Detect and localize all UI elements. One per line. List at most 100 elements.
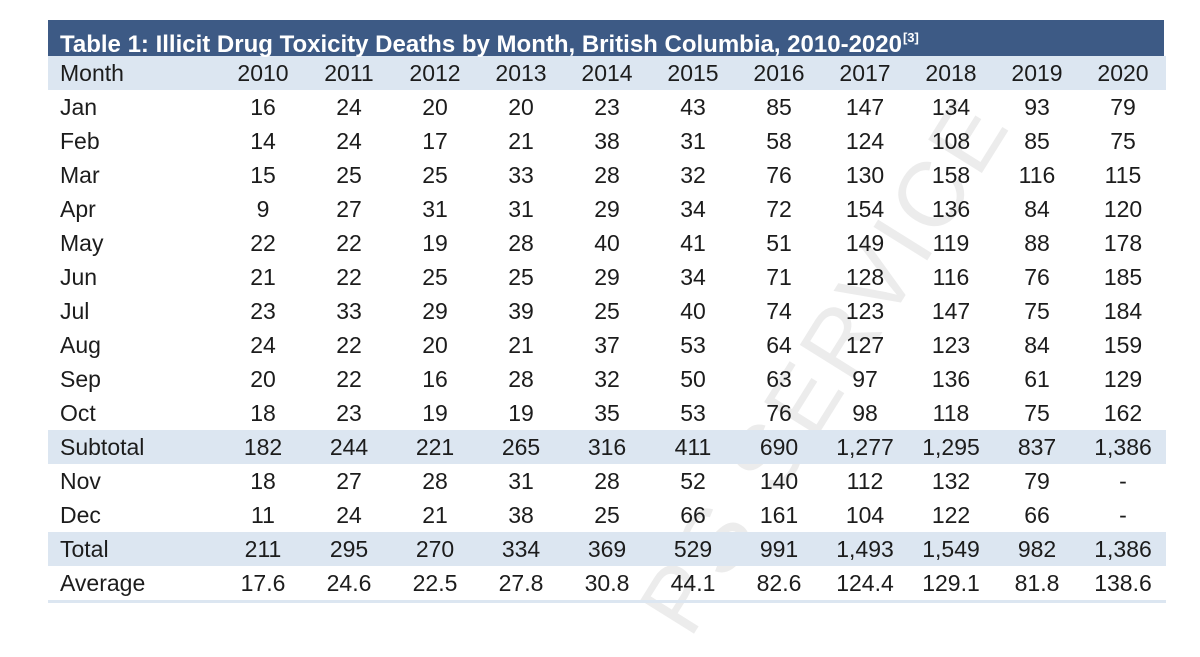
row-label: Jun (60, 263, 98, 290)
column-header-year: 2020 (1097, 59, 1149, 86)
table-cell: 411 (674, 433, 712, 460)
row-label: Aug (60, 331, 101, 358)
table-row: Nov 18 27 28 31 28 52 140 112 132 79 - (48, 464, 1166, 498)
table-cell: 1,295 (922, 433, 980, 460)
table-cell: 21 (250, 263, 276, 290)
table-cell: 51 (766, 229, 792, 256)
table-cell: 128 (845, 263, 885, 290)
citation-superscript: [3] (902, 30, 919, 45)
table-row: Jul 23 33 29 39 25 40 74 123 147 75 184 (48, 294, 1166, 328)
table-cell: 84 (1024, 195, 1050, 222)
table-cell: 27.8 (478, 566, 564, 603)
table-cell: 529 (673, 535, 713, 562)
table-cell: 24.6 (306, 566, 392, 603)
column-header-year: 2018 (925, 59, 977, 86)
table-cell: 118 (932, 399, 970, 426)
table-cell: 34 (680, 195, 706, 222)
table-row: Average 17.6 24.6 22.5 27.8 30.8 44.1 82.6 124.4… (48, 566, 1166, 603)
table-cell: 147 (931, 297, 971, 324)
table-cell: 123 (845, 297, 885, 324)
table-cell: 28 (508, 365, 534, 392)
table-cell: 127 (845, 331, 885, 358)
table-cell: 24 (250, 331, 276, 358)
table-cell: 16 (422, 365, 448, 392)
table-cell: 22 (336, 229, 362, 256)
table-cell: 44.1 (650, 566, 736, 603)
table-cell: 38 (594, 127, 620, 154)
row-label: Apr (60, 195, 96, 222)
table-cell: 136 (931, 195, 971, 222)
table-cell: 22 (336, 263, 362, 290)
table-cell: 19 (508, 399, 534, 426)
summary-row: Subtotal 182 244 221 265 316 411 690 1,277 1,295 8… (48, 430, 1166, 464)
table-cell: 17 (422, 127, 448, 154)
table-header-row: Month 2010 2011 2012 2013 2014 2015 2016 2017 201… (48, 56, 1166, 90)
table-cell: 211 (244, 535, 282, 562)
table-cell: 31 (422, 195, 448, 222)
table-cell: 76 (1024, 263, 1050, 290)
table-cell: 11 (251, 501, 275, 528)
table-cell: 132 (931, 467, 971, 494)
table-row: Oct 18 23 19 19 35 53 76 98 118 75 162 (48, 396, 1166, 430)
table-cell: 25 (422, 263, 448, 290)
table-cell: 43 (680, 93, 706, 120)
table-cell: 25 (508, 263, 534, 290)
table-cell: 79 (1110, 93, 1136, 120)
table-cell: 61 (1024, 365, 1050, 392)
table-cell: 71 (766, 263, 792, 290)
column-header-year: 2010 (237, 59, 289, 86)
table-cell: 52 (680, 467, 706, 494)
table-body: Jan 16 24 20 20 23 43 85 147 134 93 79 Feb 14 24 17 21 38… (48, 90, 1166, 603)
table-cell: 22.5 (392, 566, 478, 603)
table-cell: 1,549 (922, 535, 980, 562)
column-header-year: 2013 (495, 59, 547, 86)
table-title-bar: Table 1: Illicit Drug Toxicity Deaths by… (48, 20, 1164, 58)
row-label: Feb (60, 127, 100, 154)
table-cell: 29 (422, 297, 448, 324)
table-cell: 27 (336, 195, 362, 222)
table-cell: 38 (508, 501, 534, 528)
table-cell: 1,386 (1094, 535, 1152, 562)
table-cell: 79 (1024, 467, 1050, 494)
table-cell: 116 (1018, 161, 1056, 188)
table-cell: 138.6 (1080, 566, 1166, 603)
table-cell: 1,493 (836, 535, 894, 562)
table-cell: 32 (680, 161, 706, 188)
table-title: Table 1: Illicit Drug Toxicity Deaths by… (60, 31, 902, 58)
table-cell: 19 (422, 229, 448, 256)
table-cell: 982 (1017, 535, 1057, 562)
table-cell: 991 (759, 535, 799, 562)
column-header-year: 2016 (753, 59, 805, 86)
table-cell: 53 (680, 331, 706, 358)
table-cell: 31 (508, 467, 534, 494)
table-cell: 270 (415, 535, 455, 562)
table-row: Apr 9 27 31 31 29 34 72 154 136 84 120 (48, 192, 1166, 226)
column-header-year: 2011 (324, 59, 374, 86)
table-cell: - (1119, 467, 1127, 494)
table-cell: 23 (250, 297, 276, 324)
table-cell: 28 (594, 467, 620, 494)
table-cell: 25 (336, 161, 362, 188)
column-header-year: 2012 (409, 59, 461, 86)
table-cell: 20 (250, 365, 276, 392)
column-header-month: Month (60, 59, 124, 86)
table-cell: 116 (932, 263, 970, 290)
table-row: Sep 20 22 16 28 32 50 63 97 136 61 129 (48, 362, 1166, 396)
table-cell: 182 (243, 433, 283, 460)
table-cell: 76 (766, 161, 792, 188)
table-cell: 22 (250, 229, 276, 256)
table-cell: 32 (594, 365, 620, 392)
table-cell: 161 (759, 501, 799, 528)
table-cell: - (1119, 501, 1127, 528)
table-row: Jan 16 24 20 20 23 43 85 147 134 93 79 (48, 90, 1166, 124)
table-cell: 334 (501, 535, 541, 562)
table-cell: 25 (422, 161, 448, 188)
table-cell: 140 (759, 467, 799, 494)
table-cell: 130 (845, 161, 885, 188)
table-cell: 21 (508, 331, 534, 358)
table-cell: 221 (415, 433, 455, 460)
table-cell: 40 (594, 229, 620, 256)
table-cell: 18 (250, 467, 276, 494)
table-cell: 178 (1103, 229, 1143, 256)
table-cell: 76 (766, 399, 792, 426)
